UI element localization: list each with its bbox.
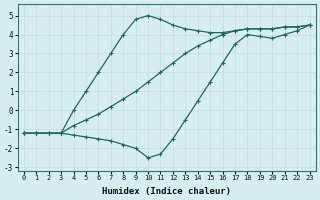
X-axis label: Humidex (Indice chaleur): Humidex (Indice chaleur) [102,187,231,196]
